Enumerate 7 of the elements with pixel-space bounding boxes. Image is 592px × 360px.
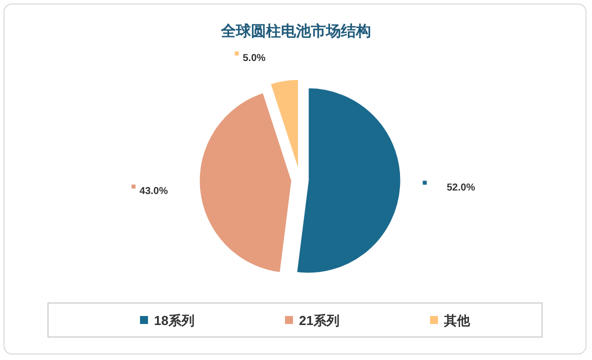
legend-label: 18系列 bbox=[154, 313, 194, 328]
legend-label: 21系列 bbox=[299, 313, 340, 328]
data-label: 5.0% bbox=[242, 53, 266, 64]
data-label: 43.0% bbox=[140, 186, 168, 198]
legend-label: 其他 bbox=[443, 313, 471, 328]
chart-title: 全球圆柱电池市场结构 bbox=[220, 22, 371, 40]
data-label: 52.0% bbox=[446, 182, 476, 194]
